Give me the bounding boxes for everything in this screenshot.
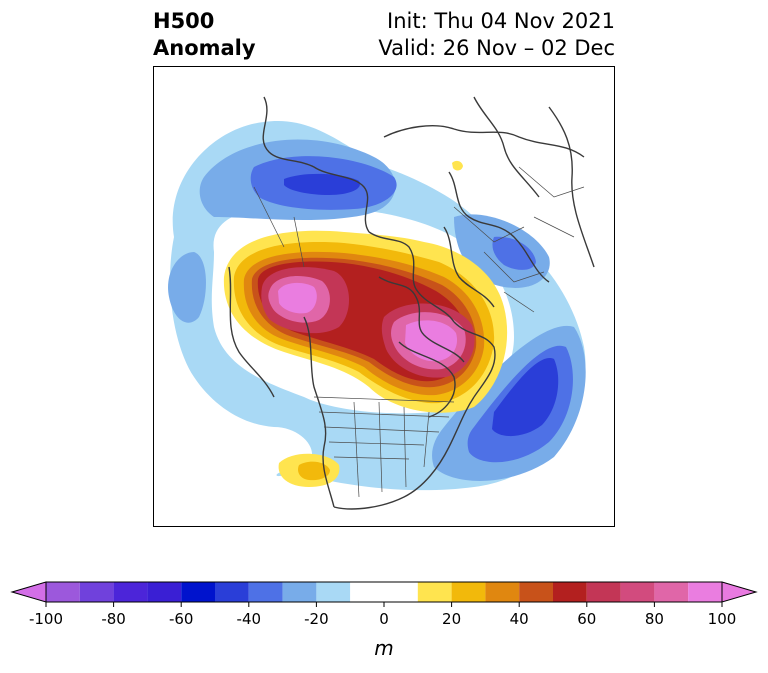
- colorbar-segment: [147, 582, 182, 602]
- negative-atlantic-core: [492, 358, 559, 437]
- colorbar-tick-label: -100: [29, 610, 63, 628]
- colorbar-tick-label: -80: [101, 610, 126, 628]
- colorbar-tick-label: 40: [510, 610, 529, 628]
- title-field: Anomaly: [153, 36, 256, 60]
- colorbar-segment: [316, 582, 351, 602]
- colorbar-segment: [654, 582, 689, 602]
- colorbar-unit-label: m: [374, 636, 394, 660]
- title-right: Init: Thu 04 Nov 2021 Valid: 26 Nov – 02…: [378, 8, 615, 62]
- colorbar-segment: [620, 582, 655, 602]
- colorbar-segment: [586, 582, 621, 602]
- colorbar-segment: [113, 582, 148, 602]
- positive-southwest-us-core: [298, 461, 330, 481]
- colorbar-tick-label: -40: [237, 610, 262, 628]
- negative-alaska-core: [284, 173, 360, 195]
- colorbar-segment: [248, 582, 283, 602]
- colorbar-tick-label: 20: [442, 610, 461, 628]
- colorbar-segment: [553, 582, 587, 602]
- borders: [253, 166, 585, 498]
- colorbar-tick-label: 80: [645, 610, 664, 628]
- colorbar-tick-label: -60: [169, 610, 194, 628]
- coastlines: [228, 96, 595, 510]
- colorbar-segment: [688, 582, 722, 602]
- colorbar-segment: [451, 582, 486, 602]
- colorbar-tick-label: 60: [577, 610, 596, 628]
- colorbar: -100 -80 -60 -40 -20 0 20 40 60 80 100: [10, 581, 758, 628]
- valid-range: Valid: 26 Nov – 02 Dec: [378, 36, 615, 60]
- title-left: H500 Anomaly: [153, 8, 256, 62]
- init-date: Init: Thu 04 Nov 2021: [387, 9, 615, 33]
- colorbar-segment: [46, 582, 80, 602]
- colorbar-segment: [181, 582, 215, 602]
- colorbar-segment: [79, 582, 114, 602]
- colorbar-under-extension: [10, 581, 47, 603]
- colorbar-tick-label: -20: [304, 610, 329, 628]
- colorbar-tick-label: 0: [379, 610, 389, 628]
- anomaly-map: [168, 96, 595, 510]
- colorbar-segment: [350, 582, 418, 602]
- colorbar-segments: [10, 581, 758, 603]
- negative-pacific-west: [168, 252, 206, 323]
- colorbar-segment: [417, 582, 452, 602]
- colorbar-segment: [282, 582, 317, 602]
- colorbar-over-extension: [721, 581, 758, 603]
- colorbar-tick-label: 100: [708, 610, 737, 628]
- colorbar-segment: [215, 582, 249, 602]
- colorbar-segment: [519, 582, 553, 602]
- title-variable: H500: [153, 9, 215, 33]
- map-panel: [153, 66, 615, 527]
- negative-siberia-core: [492, 236, 536, 270]
- colorbar-segment: [485, 582, 520, 602]
- positive-pink-west: [278, 282, 317, 314]
- colorbar-ticks: -100 -80 -60 -40 -20 0 20 40 60 80 100: [29, 602, 736, 628]
- positive-siberia-small: [452, 160, 463, 171]
